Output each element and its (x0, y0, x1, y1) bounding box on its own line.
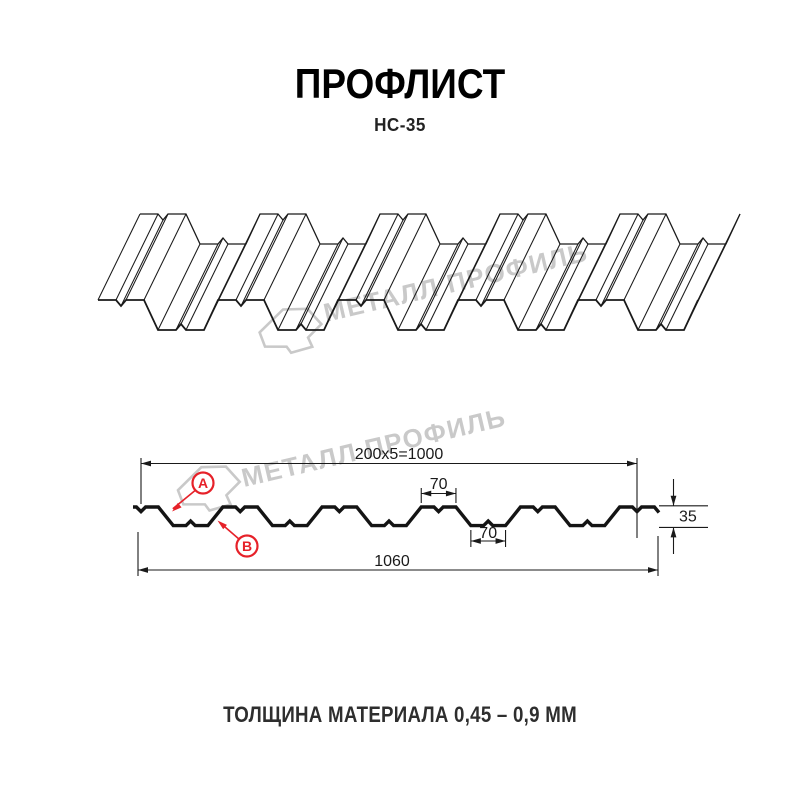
profile-sheet-3d-view (97, 213, 741, 331)
metall-profil-logo-icon (258, 307, 324, 355)
callout-b-letter: В (242, 538, 252, 554)
dim-label-total-width: 1060 (374, 553, 410, 570)
thickness-note: ТОЛЩИНА МАТЕРИАЛА 0,45 – 0,9 ММ (223, 702, 577, 727)
dimension-lines (137, 458, 708, 576)
watermark-brand-upper: МЕТАЛЛ ПРОФИЛЬ (258, 237, 591, 355)
dim-label-top-span: 200x5=1000 (355, 446, 444, 463)
profile-cross-section (133, 505, 661, 528)
callout-a: А (191, 471, 215, 495)
metall-profil-logo-icon (176, 465, 242, 513)
dim-label-crest-width: 70 (430, 476, 448, 493)
callout-b: В (235, 534, 259, 558)
callout-a-circle (191, 471, 215, 495)
callout-arrows (172, 489, 241, 541)
watermark-text: МЕТАЛЛ ПРОФИЛЬ (321, 237, 591, 328)
dim-label-valley-width: 70 (479, 525, 497, 542)
callout-b-circle (235, 534, 259, 558)
profile-model-subtitle: НС-35 (374, 115, 426, 135)
watermark-brand-lower: МЕТАЛЛ ПРОФИЛЬ (176, 402, 509, 513)
callout-a-letter: А (198, 475, 208, 491)
page-title: ПРОФЛИСТ (294, 60, 506, 107)
dim-label-profile-height: 35 (679, 509, 697, 526)
